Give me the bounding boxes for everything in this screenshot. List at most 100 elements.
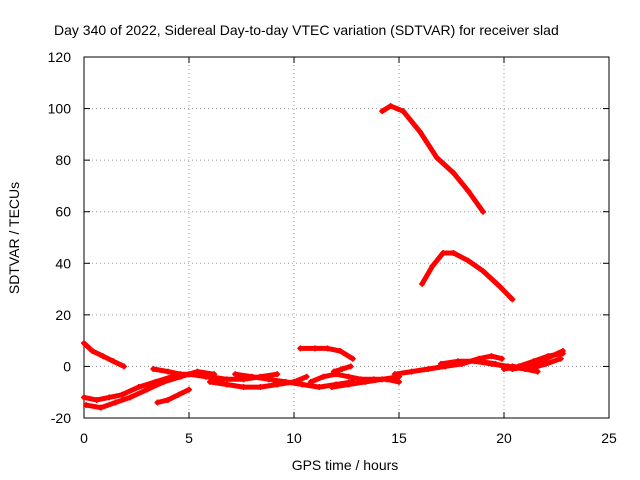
y-tick-label: -20 xyxy=(51,410,71,426)
data-point xyxy=(282,378,289,385)
data-point xyxy=(559,350,566,357)
y-tick-label: 100 xyxy=(48,101,72,117)
data-point xyxy=(400,108,407,115)
data-point xyxy=(396,378,402,385)
chart-title: Day 340 of 2022, Sidereal Day-to-day VTE… xyxy=(54,22,559,38)
data-point xyxy=(274,371,281,378)
data-point xyxy=(83,402,90,409)
data-point xyxy=(509,296,516,303)
y-tick-label: 60 xyxy=(55,204,71,220)
data-point xyxy=(303,373,310,380)
data-point xyxy=(112,399,119,406)
data-point xyxy=(480,208,486,215)
data-point xyxy=(177,371,184,378)
data-point xyxy=(165,368,171,375)
data-point xyxy=(150,366,157,373)
data-point xyxy=(488,353,495,360)
data-point xyxy=(440,249,447,256)
data-point xyxy=(135,384,142,391)
data-point xyxy=(118,391,125,398)
data-point xyxy=(349,355,356,362)
data-point xyxy=(223,381,230,388)
data-point xyxy=(307,378,314,385)
data-point xyxy=(223,376,230,383)
data-point xyxy=(475,358,482,365)
y-tick-label: 120 xyxy=(48,49,72,65)
data-point xyxy=(454,358,461,365)
data-point xyxy=(480,268,486,275)
data-point xyxy=(545,353,552,360)
series-arc-1 xyxy=(379,103,486,215)
data-point xyxy=(93,396,100,403)
data-point xyxy=(387,102,394,109)
data-point xyxy=(438,360,444,367)
series-arc-3 xyxy=(81,340,127,369)
x-tick-label: 20 xyxy=(496,430,512,446)
data-point xyxy=(165,396,171,403)
data-point xyxy=(232,371,239,378)
data-point xyxy=(530,358,537,365)
x-tick-label: 15 xyxy=(391,430,407,446)
data-point xyxy=(345,381,352,388)
data-point xyxy=(110,358,117,365)
data-point xyxy=(379,108,386,115)
data-point xyxy=(144,386,150,393)
data-point xyxy=(337,347,344,354)
data-point xyxy=(106,394,113,401)
data-point xyxy=(190,371,197,378)
data-point xyxy=(265,376,272,383)
data-point xyxy=(299,381,306,388)
data-point xyxy=(425,366,432,373)
data-point xyxy=(207,378,213,385)
data-point xyxy=(207,373,213,380)
data-point xyxy=(433,154,440,161)
axis-ticks: 0 5 10 15 20 25 -20 0 20 40 60 80 100 120 xyxy=(48,49,617,446)
data-point xyxy=(362,378,369,385)
data-point xyxy=(81,394,87,401)
series-arc-8 xyxy=(155,387,192,405)
y-tick-label: 0 xyxy=(63,358,71,374)
data-point xyxy=(509,363,516,370)
data-point xyxy=(89,347,96,354)
data-point xyxy=(97,404,104,411)
data-point xyxy=(99,353,106,360)
data-point xyxy=(534,368,541,375)
data-point xyxy=(465,188,472,195)
data-point xyxy=(160,378,167,385)
data-point xyxy=(501,366,507,373)
data-point xyxy=(379,376,386,383)
data-point xyxy=(417,128,423,135)
data-point xyxy=(324,345,331,352)
data-point xyxy=(249,373,255,380)
data-point xyxy=(543,360,549,367)
y-tick-label: 40 xyxy=(55,255,71,271)
data-point xyxy=(345,373,352,380)
data-point xyxy=(391,371,398,378)
data-point xyxy=(450,170,457,177)
data-point xyxy=(312,345,318,352)
y-axis-label: SDTVAR / TECUs xyxy=(6,182,22,294)
data-point xyxy=(120,363,127,370)
data-point xyxy=(316,384,323,391)
x-tick-label: 25 xyxy=(601,430,617,446)
data-point xyxy=(526,366,533,373)
data-point xyxy=(297,345,304,352)
x-tick-label: 10 xyxy=(286,430,302,446)
data-point xyxy=(328,384,335,391)
data-point xyxy=(347,363,354,370)
series-arc-2 xyxy=(419,250,515,302)
data-point xyxy=(240,384,247,391)
data-point xyxy=(465,257,472,264)
y-tick-label: 20 xyxy=(55,307,71,323)
data-series xyxy=(81,102,566,411)
data-point xyxy=(154,399,161,406)
x-axis-label: GPS time / hours xyxy=(292,457,399,473)
x-tick-label: 0 xyxy=(80,430,88,446)
data-point xyxy=(175,391,182,398)
data-point xyxy=(496,283,503,290)
data-point xyxy=(81,340,87,347)
data-point xyxy=(557,355,564,362)
series-arc-17 xyxy=(509,356,564,372)
data-point xyxy=(339,366,346,373)
